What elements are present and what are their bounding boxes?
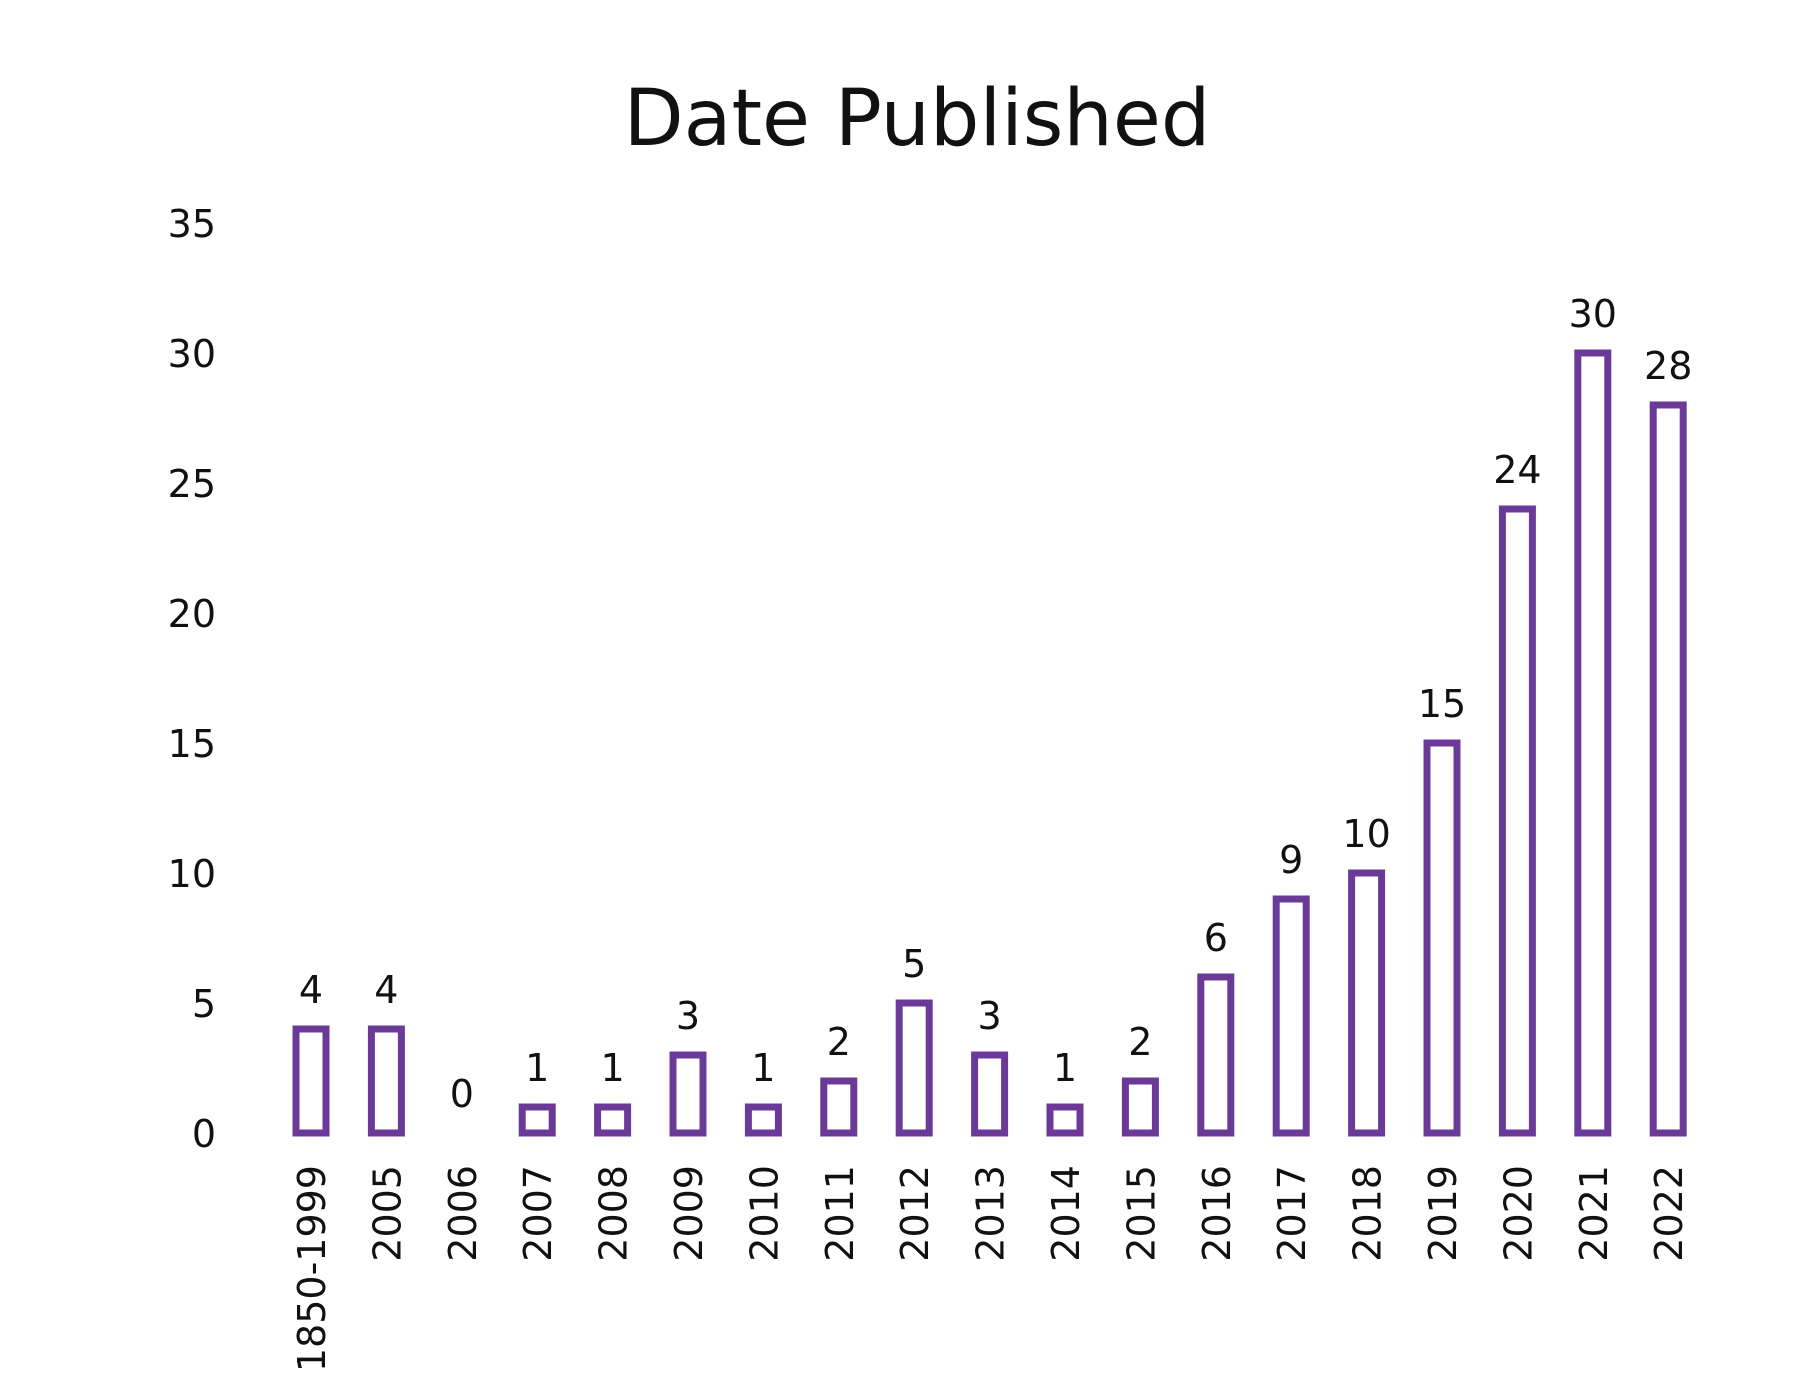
y-tick-label: 5 [192, 982, 216, 1026]
bar-value-label: 10 [1342, 812, 1390, 856]
bar [1121, 1077, 1159, 1137]
x-category-label: 2010 [742, 1165, 786, 1262]
x-category-label: 2012 [893, 1165, 937, 1262]
bar-value-label: 0 [450, 1072, 474, 1116]
x-category-label: 2005 [365, 1165, 409, 1262]
bar-value-label: 3 [978, 994, 1002, 1038]
x-category-label: 2008 [592, 1165, 636, 1262]
bar [1348, 869, 1386, 1137]
x-category-label: 2013 [969, 1165, 1013, 1262]
x-category-label: 2006 [441, 1165, 485, 1262]
bar-value-label: 4 [374, 968, 398, 1012]
bar [1574, 349, 1612, 1137]
bar-value-label: 30 [1569, 292, 1617, 336]
y-axis-ticks: 0 5 10 15 20 25 30 35 [168, 202, 216, 1156]
bar-value-label: 1 [525, 1046, 549, 1090]
bar [518, 1103, 556, 1137]
x-category-label: 2015 [1119, 1165, 1163, 1262]
bar-value-label: 15 [1418, 682, 1466, 726]
x-category-label: 1850-1999 [290, 1165, 334, 1372]
bar-value-label: 2 [827, 1020, 851, 1064]
bar-value-label: 28 [1644, 344, 1692, 388]
bar [971, 1051, 1009, 1137]
bars-group [292, 349, 1687, 1137]
bar [895, 999, 933, 1137]
bar-value-label: 1 [1053, 1046, 1077, 1090]
y-tick-label: 30 [168, 332, 216, 376]
bar-value-label: 1 [751, 1046, 775, 1090]
bar [1197, 973, 1235, 1137]
y-tick-label: 10 [168, 852, 216, 896]
bar-value-label: 6 [1204, 916, 1228, 960]
x-category-label: 2018 [1346, 1165, 1390, 1262]
bar-value-label: 9 [1279, 838, 1303, 882]
x-axis-labels: 1850-1999 2005 2006 2007 2008 2009 2010 2011 201… [290, 1165, 1691, 1372]
x-category-label: 2011 [818, 1165, 862, 1262]
x-category-label: 2019 [1421, 1165, 1465, 1262]
x-category-label: 2017 [1270, 1165, 1314, 1262]
x-category-label: 2020 [1496, 1165, 1540, 1262]
bar [594, 1103, 632, 1137]
x-category-label: 2007 [516, 1165, 560, 1262]
chart-title: Date Published [624, 74, 1211, 164]
x-category-label: 2021 [1572, 1165, 1616, 1262]
bar [292, 1025, 330, 1137]
x-category-label: 2016 [1195, 1165, 1239, 1262]
data-labels-group: 4 4 0 1 1 3 1 2 5 3 1 2 6 9 10 15 24 30 28 [299, 292, 1692, 1116]
bar [367, 1025, 405, 1137]
bar-value-label: 4 [299, 968, 323, 1012]
bar [744, 1103, 782, 1137]
y-tick-label: 0 [192, 1112, 216, 1156]
y-tick-label: 20 [168, 592, 216, 636]
bar [1272, 895, 1310, 1137]
bar-value-label: 2 [1128, 1020, 1152, 1064]
y-tick-label: 35 [168, 202, 216, 246]
bar [1423, 739, 1461, 1137]
bar [1649, 401, 1687, 1137]
bar-value-label: 5 [902, 942, 926, 986]
x-category-label: 2014 [1044, 1165, 1088, 1262]
y-tick-label: 15 [168, 722, 216, 766]
x-category-label: 2009 [667, 1165, 711, 1262]
x-category-label: 2022 [1647, 1165, 1691, 1262]
bar [1046, 1103, 1084, 1137]
bar [1498, 505, 1536, 1137]
bar-value-label: 1 [601, 1046, 625, 1090]
bar-value-label: 3 [676, 994, 700, 1038]
bar [669, 1051, 707, 1137]
bar-value-label: 24 [1493, 448, 1541, 492]
bar [820, 1077, 858, 1137]
y-tick-label: 25 [168, 462, 216, 506]
